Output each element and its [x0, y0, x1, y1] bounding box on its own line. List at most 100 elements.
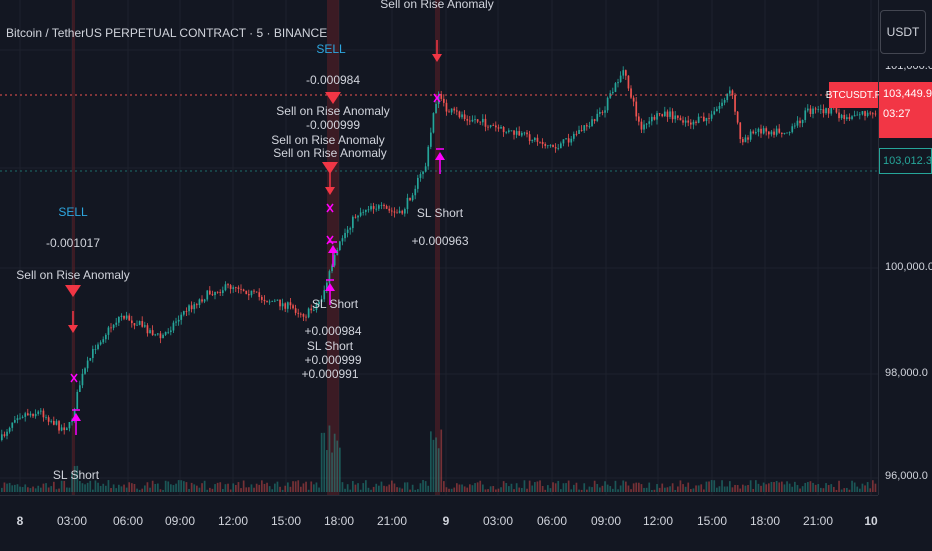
volume-bar — [14, 484, 16, 492]
candle-body — [1, 434, 3, 440]
volume-bar — [84, 484, 86, 492]
candle-body — [736, 111, 739, 123]
volume-bar — [827, 485, 830, 492]
candle-body — [814, 108, 817, 110]
volume-bar — [284, 485, 287, 492]
volume-bar — [81, 483, 84, 492]
volume-bar — [526, 488, 528, 492]
volume-bar — [713, 480, 716, 492]
mid-sell-reason-3: Sell on Rise Anomaly — [273, 146, 387, 160]
candle-body — [497, 127, 500, 129]
currency-button[interactable]: USDT — [880, 10, 926, 54]
volume-bar — [635, 482, 638, 492]
volume-bar — [570, 489, 573, 492]
symbol-title[interactable]: Bitcoin / TetherUS PERPETUAL CONTRACT · … — [6, 26, 328, 40]
volume-bar — [617, 489, 619, 492]
candle-body — [638, 116, 640, 122]
candle-body — [411, 195, 414, 201]
candle-body — [866, 112, 869, 116]
candle-body — [487, 126, 489, 128]
volume-bar — [188, 488, 190, 492]
volume-bar — [185, 482, 188, 492]
volume-bar — [76, 465, 79, 492]
mid-sell-triangle-2 — [322, 162, 338, 174]
candle-body — [110, 327, 112, 329]
time-axis[interactable]: 8 03:00 06:00 09:00 12:00 15:00 18:00 21:00 9 03:… — [0, 495, 878, 551]
volume-bar — [336, 440, 339, 492]
price-axis[interactable]: 101,000.0 100,000.0 98,000.0 96,000.0 — [878, 0, 932, 495]
volume-bar — [604, 481, 606, 492]
candle-body — [378, 205, 380, 209]
volume-bar — [622, 480, 625, 492]
volume-bar — [791, 486, 794, 492]
volume-bar — [422, 480, 424, 492]
candle-body — [726, 93, 729, 100]
candle-body — [157, 333, 159, 335]
volume-bar — [211, 488, 214, 492]
volume-bar — [42, 483, 45, 492]
volume-bar — [1, 487, 3, 492]
candle-body — [586, 125, 588, 127]
candle-body — [835, 107, 838, 113]
mid-short-value-1: +0.000984 — [304, 324, 362, 338]
volume-bar — [235, 484, 237, 492]
candle-body — [541, 141, 544, 145]
volume-bar — [190, 482, 193, 492]
candle-body — [391, 210, 393, 212]
volume-bar — [502, 481, 505, 492]
candle-body — [521, 132, 523, 136]
volume-bar — [302, 483, 305, 492]
volume-bar — [606, 484, 609, 492]
volume-bar — [136, 488, 138, 492]
volume-bar — [313, 484, 315, 492]
volume-bar — [695, 485, 697, 492]
volume-bar — [456, 483, 458, 492]
candle-body — [796, 120, 799, 126]
candle-body — [643, 124, 645, 130]
volume-bar — [305, 481, 307, 492]
candle-body — [60, 427, 63, 431]
candle-body — [762, 128, 765, 134]
volume-bar — [32, 486, 34, 492]
volume-bar — [339, 447, 341, 492]
volume-bar — [630, 489, 632, 492]
volume-bar — [731, 487, 734, 492]
candle-body — [131, 320, 133, 324]
volume-bar — [807, 482, 809, 492]
volume-bar — [333, 433, 336, 492]
volume-bar — [851, 480, 853, 492]
volume-bar — [164, 480, 167, 492]
candle-body — [180, 314, 183, 320]
volume-bar — [775, 480, 778, 492]
candle-body — [783, 132, 786, 134]
chart-plot-area[interactable]: Bitcoin / TetherUS PERPETUAL CONTRACT · … — [0, 0, 878, 495]
volume-bar — [492, 486, 495, 492]
price-chart-canvas[interactable] — [0, 0, 878, 495]
volume-bar — [591, 487, 593, 492]
candle-body — [778, 128, 781, 133]
candle-body — [235, 287, 237, 289]
candle-body — [209, 290, 211, 295]
candle-body — [872, 113, 874, 115]
candle-body — [692, 121, 695, 125]
volume-bar — [396, 487, 398, 492]
volume-bar — [183, 481, 185, 492]
volume-bar — [222, 488, 224, 492]
volume-bar — [664, 487, 666, 492]
volume-bar — [523, 480, 526, 492]
candle-body — [97, 344, 99, 349]
volume-bar — [679, 480, 682, 492]
candle-body — [328, 271, 331, 283]
volume-bar — [86, 482, 89, 492]
candle-body — [388, 208, 391, 211]
right-short-arrow — [435, 152, 445, 160]
volume-bar — [726, 486, 729, 492]
signal-markers — [65, 40, 445, 435]
candle-body — [357, 215, 359, 218]
volume-bar — [843, 488, 846, 492]
time-label: 12:00 — [217, 514, 249, 528]
candle-body — [632, 97, 635, 102]
volume-bar — [60, 480, 63, 492]
volume-bar — [66, 487, 68, 492]
